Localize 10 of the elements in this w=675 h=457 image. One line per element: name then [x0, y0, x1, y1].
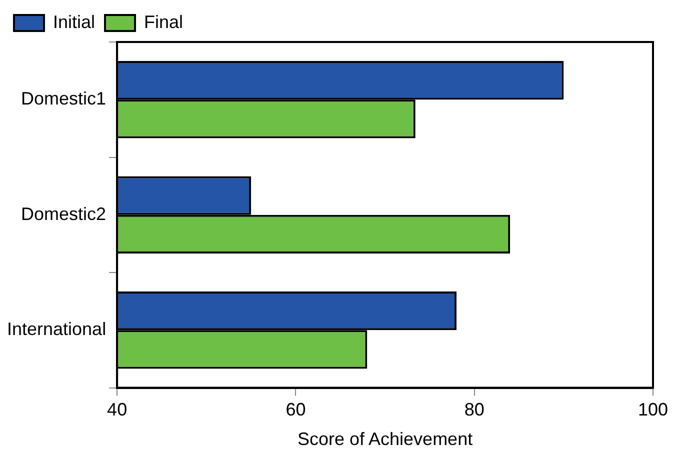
- x-tick-label: 40: [107, 400, 128, 420]
- x-tick-label: 80: [464, 400, 484, 420]
- y-tick-label: Domestic1: [21, 88, 106, 109]
- y-tick-label: Domestic2: [21, 204, 106, 224]
- x-axis-title: Score of Achievement: [297, 429, 473, 450]
- x-tick-label: 60: [286, 400, 306, 420]
- x-tick-label: 100: [638, 400, 668, 420]
- y-tick-label: International: [6, 319, 106, 340]
- legend-label: Final: [144, 12, 184, 32]
- legend-label: Initial: [53, 12, 96, 32]
